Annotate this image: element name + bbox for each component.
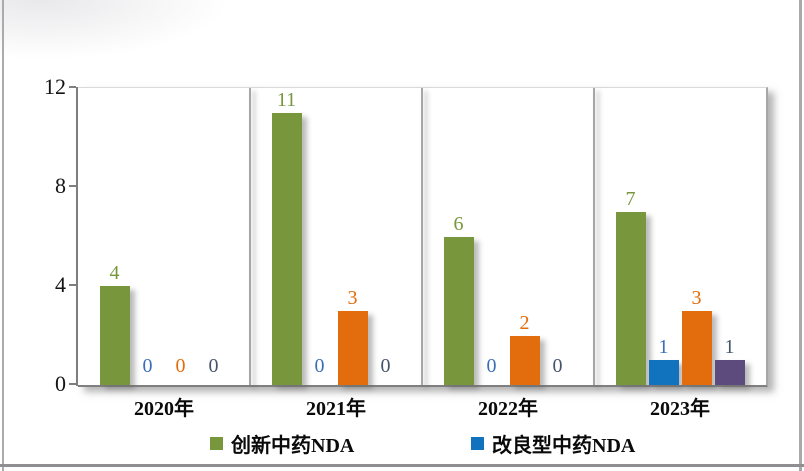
bar-label-2022年-series1: 0 — [486, 355, 497, 377]
category-separator — [593, 88, 595, 385]
bar-label-2021年-series3: 0 — [380, 355, 391, 377]
bar-label-2020年-series2: 0 — [175, 355, 186, 377]
bar-label-2023年-series1: 1 — [658, 336, 669, 359]
page-border-bottom — [0, 464, 804, 467]
bar-2023年-series2 — [681, 310, 712, 385]
bar-2021年-series0 — [271, 112, 302, 385]
y-axis-tick-label: 0 — [55, 371, 66, 396]
bar-2021年-series2 — [337, 310, 368, 385]
bar-label-2020年-series0: 4 — [109, 262, 120, 284]
y-axis-tick-label: 4 — [55, 272, 66, 297]
legend-item-improved-tcm-nda: 改良型中药NDA — [471, 430, 636, 457]
x-axis-label-2021年: 2021年 — [306, 398, 366, 420]
bar-2023年-series1 — [648, 360, 679, 385]
bar-label-2023年-series3: 1 — [724, 336, 735, 359]
bar-2022年-series0 — [443, 236, 474, 385]
page-border-left — [2, 0, 4, 471]
y-axis-line — [76, 87, 78, 386]
bar-label-2023年-series2: 3 — [691, 286, 702, 309]
bar-label-2022年-series3: 0 — [552, 355, 563, 377]
y-axis-tick — [69, 383, 76, 385]
bar-label-2022年-series2: 2 — [519, 311, 530, 334]
chart-plot-area: 4 0 0 0 11 0 3 0 6 0 2 0 7 1 3 1 — [78, 87, 768, 387]
x-axis-label-2020年: 2020年 — [134, 398, 194, 420]
legend-swatch-icon — [471, 436, 484, 450]
bar-2020年-series0 — [99, 286, 130, 385]
category-separator — [249, 88, 251, 385]
bar-2023年-series0 — [615, 211, 646, 385]
legend-swatch-icon — [210, 436, 223, 450]
bar-2023年-series3 — [714, 360, 745, 385]
page-border-right — [799, 0, 802, 471]
category-separator — [421, 88, 423, 385]
bar-label-2021年-series2: 3 — [347, 286, 358, 309]
x-axis-label-2023年: 2023年 — [650, 398, 710, 420]
y-axis-tick — [69, 185, 76, 187]
bar-label-2020年-series1: 0 — [142, 355, 153, 377]
x-axis-label-2022年: 2022年 — [478, 398, 538, 420]
bar-2022年-series2 — [509, 335, 540, 385]
bar-label-2022年-series0: 6 — [453, 212, 464, 235]
y-axis-tick-label: 12 — [44, 74, 66, 99]
bar-label-2020年-series3: 0 — [208, 355, 219, 377]
legend-item-innovative-tcm-nda: 创新中药NDA — [210, 430, 355, 457]
y-axis-tick — [69, 284, 76, 286]
bar-label-2023年-series0: 7 — [625, 187, 636, 210]
page-scan-smudge — [0, 0, 230, 60]
bar-label-2021年-series0: 11 — [276, 88, 297, 111]
y-axis-tick-label: 8 — [55, 173, 66, 198]
y-axis-tick — [69, 86, 76, 88]
bar-label-2021年-series1: 0 — [314, 355, 325, 377]
legend-label: 创新中药NDA — [231, 434, 355, 457]
legend-label: 改良型中药NDA — [492, 434, 636, 457]
